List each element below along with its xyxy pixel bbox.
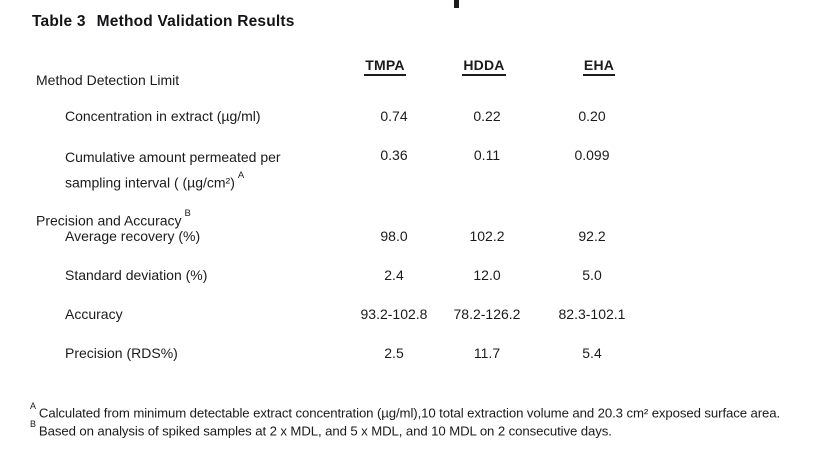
value-eha: 0.20	[578, 108, 606, 124]
column-header-tmpa: TMPA	[364, 57, 406, 76]
row-label-standard-deviation: Standard deviation (%)	[65, 267, 208, 283]
value-tmpa: 2.4	[384, 267, 404, 283]
row-label-concentration-in-extract: Concentration in extract (µg/ml)	[65, 108, 261, 124]
row-label-average-recovery: Average recovery (%)	[65, 228, 201, 244]
row-label-line1: Cumulative amount permeated per	[65, 149, 281, 165]
value-tmpa: 98.0	[380, 228, 408, 244]
table-title: Table 3 Method Validation Results	[32, 13, 295, 31]
table-row: Concentration in extract (µg/ml) 0.74 0.…	[0, 108, 839, 126]
value-hdda: 102.2	[469, 228, 505, 244]
footnote-a-text: Calculated from minimum detectable extra…	[38, 405, 781, 421]
column-header-cell: HDDA	[434, 57, 534, 76]
row-label-cumulative-amount: Cumulative amount permeated per sampling…	[65, 147, 281, 194]
value-eha: 5.0	[582, 267, 602, 283]
footnote-a: A Calculated from minimum detectable extr…	[29, 400, 781, 421]
value-tmpa: 93.2-102.8	[360, 306, 428, 322]
column-header-hdda: HDDA	[462, 57, 506, 76]
table-row: Accuracy 93.2-102.8 78.2-126.2 82.3-102.…	[0, 306, 839, 324]
row-label-line2-text: sampling interval ( (µg/cm²)	[65, 174, 235, 191]
row-label-line2: sampling interval ( (µg/cm²) A	[65, 169, 281, 194]
column-header-cell: EHA	[549, 57, 649, 76]
table-number: Table 3	[32, 13, 86, 30]
column-header-eha: EHA	[582, 57, 616, 76]
section-heading-text: Precision and Accuracy	[36, 212, 182, 229]
table-row: Standard deviation (%) 2.4 12.0 5.0	[0, 267, 839, 285]
section-heading-precision-and-accuracy: Precision and Accuracy B	[36, 208, 191, 230]
value-tmpa: 2.5	[384, 345, 404, 361]
column-header-row: TMPA HDDA EHA	[0, 57, 839, 76]
column-header-cell: TMPA	[335, 57, 435, 76]
value-tmpa: 0.74	[380, 108, 408, 124]
value-hdda: 78.2-126.2	[453, 306, 521, 322]
value-hdda: 0.11	[473, 147, 501, 163]
value-hdda: 12.0	[473, 267, 501, 283]
table-row: Precision (RDS%) 2.5 11.7 5.4	[0, 345, 839, 363]
section-heading-row: Method Detection Limit	[0, 72, 839, 90]
footnote-b-text: Based on analysis of spiked samples at 2…	[38, 423, 612, 439]
footnote-b: B Based on analysis of spiked samples at …	[29, 418, 612, 439]
value-tmpa: 0.36	[380, 147, 408, 163]
value-eha: 82.3-102.1	[558, 306, 626, 322]
value-hdda: 11.7	[473, 345, 501, 361]
page-crop-artifact	[454, 0, 459, 8]
footnote-b-marker: B	[30, 418, 36, 429]
footnote-ref-b: B	[184, 208, 191, 219]
value-hdda: 0.22	[473, 108, 501, 124]
row-label-accuracy: Accuracy	[65, 306, 123, 322]
row-label-precision-rds: Precision (RDS%)	[65, 345, 178, 361]
footnote-ref-a: A	[237, 169, 245, 181]
section-heading-method-detection-limit: Method Detection Limit	[36, 72, 180, 88]
footnote-a-marker: A	[30, 400, 36, 411]
section-heading-row: Precision and Accuracy B	[0, 208, 839, 230]
table-row: Cumulative amount permeated per sampling…	[0, 147, 839, 190]
value-eha: 0.099	[574, 147, 610, 163]
table-title-text: Method Validation Results	[96, 13, 295, 30]
table-row: Average recovery (%) 98.0 102.2 92.2	[0, 228, 839, 246]
value-eha: 5.4	[582, 345, 602, 361]
value-eha: 92.2	[578, 228, 606, 244]
